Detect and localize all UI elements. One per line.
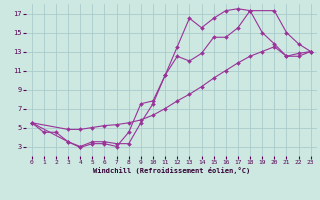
X-axis label: Windchill (Refroidissement éolien,°C): Windchill (Refroidissement éolien,°C): [92, 167, 250, 174]
